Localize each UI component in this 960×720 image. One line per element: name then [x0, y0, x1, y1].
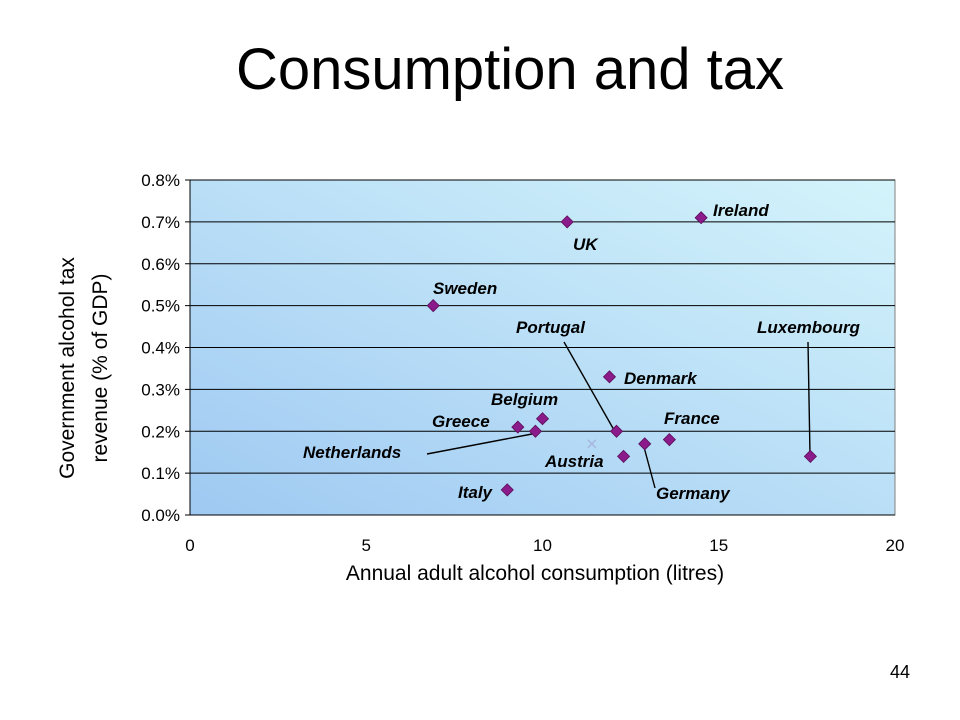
data-point-luxembourg [803, 449, 817, 463]
y-tick-label: 0.2% [141, 422, 180, 441]
leader-line-netherlands [426, 433, 533, 455]
data-point-italy [500, 483, 514, 497]
data-label-greece: Greece [432, 412, 490, 431]
data-label-luxembourg: Luxembourg [757, 318, 861, 337]
x-tick-label: 5 [362, 536, 371, 555]
data-label-italy: Italy [458, 483, 494, 502]
y-tick-label: 0.8% [141, 171, 180, 190]
data-point-austria [617, 449, 631, 463]
data-point-netherlands [528, 424, 543, 438]
data-point-france [662, 433, 676, 447]
data-label-france: France [664, 409, 720, 428]
data-point-sweden [426, 299, 440, 313]
leader-line-luxembourg [807, 341, 811, 456]
y-tick-label: 0.0% [141, 506, 180, 525]
extra-x-marker [587, 439, 597, 449]
data-label-austria: Austria [544, 452, 604, 471]
data-point-germany [638, 437, 652, 451]
y-axis-title-line: Government alcohol tax [56, 257, 79, 479]
data-point-denmark [602, 370, 617, 384]
leader-line-germany [643, 446, 656, 489]
y-tick-label: 0.7% [141, 213, 180, 232]
x-axis-title: Annual adult alcohol consumption (litres… [346, 562, 724, 585]
y-tick-label: 0.4% [141, 339, 180, 358]
leader-line-portugal [563, 341, 615, 431]
x-tick-label: 0 [185, 536, 194, 555]
y-axis-title-line: revenue (% of GDP) [89, 273, 112, 462]
page-number: 44 [889, 662, 910, 682]
x-tick-label: 10 [533, 536, 552, 555]
extra-x-stroke [587, 439, 597, 449]
data-point-greece [511, 420, 525, 434]
data-label-germany: Germany [656, 484, 731, 503]
data-point-portugal [609, 424, 624, 438]
data-label-sweden: Sweden [433, 279, 497, 298]
data-point-belgium [535, 412, 550, 426]
y-tick-label: 0.5% [141, 297, 180, 316]
y-tick-label: 0.6% [141, 255, 180, 274]
y-tick-label: 0.3% [141, 380, 180, 399]
data-label-belgium: Belgium [491, 390, 558, 409]
x-tick-label: 15 [709, 536, 728, 555]
data-point-uk [560, 215, 574, 229]
data-label-ireland: Ireland [713, 201, 769, 220]
data-label-netherlands: Netherlands [303, 443, 401, 462]
data-label-uk: UK [573, 235, 599, 254]
slide-title: Consumption and tax [235, 37, 785, 102]
data-point-ireland [694, 211, 708, 225]
y-tick-label: 0.1% [141, 464, 180, 483]
data-label-denmark: Denmark [624, 369, 698, 388]
x-tick-label: 20 [886, 536, 905, 555]
data-label-portugal: Portugal [516, 318, 586, 337]
